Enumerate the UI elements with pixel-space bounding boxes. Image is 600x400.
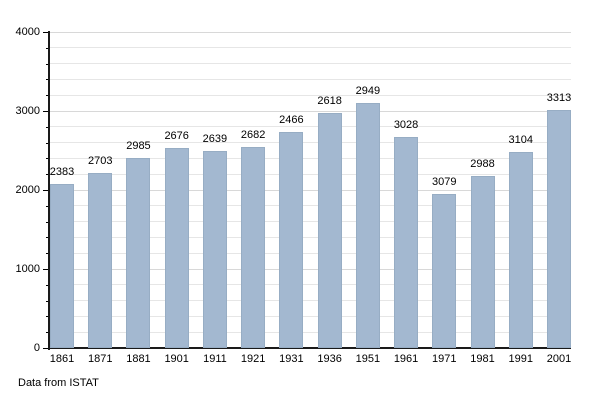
y-gridline (50, 315, 571, 317)
x-axis-tick-label: 1911 (203, 353, 227, 365)
y-gridline (50, 94, 571, 96)
x-axis-tick-label: 1931 (279, 353, 304, 365)
bar-1911 (202, 151, 227, 348)
bar-value-label: 3104 (508, 134, 533, 147)
y-gridline (50, 300, 571, 302)
y-major-tick (43, 269, 50, 270)
y-gridline (50, 142, 571, 144)
bar-value-label: 3028 (393, 119, 419, 132)
x-axis-tick-label: 1961 (393, 353, 419, 365)
y-axis-tick-label: 4000 (15, 25, 40, 38)
y-axis-line (48, 31, 50, 350)
bar-1901 (164, 148, 189, 348)
y-axis-tick-label: 3000 (15, 104, 40, 117)
y-axis-tick-label: 2000 (15, 183, 40, 196)
y-gridline (50, 78, 571, 80)
y-gridline (50, 268, 571, 270)
x-axis-tick-label: 1861 (49, 353, 75, 365)
y-gridline (50, 63, 571, 65)
y-gridline (50, 236, 571, 238)
x-axis-tick-label: 1936 (317, 353, 342, 365)
y-gridline (50, 205, 571, 207)
bar-value-label: 2618 (317, 94, 342, 107)
y-gridline (50, 252, 571, 254)
bar-value-label: 2682 (240, 129, 266, 142)
y-gridline (50, 173, 571, 175)
bar-value-label: 3313 (546, 92, 572, 105)
y-gridline (50, 221, 571, 223)
y-gridline (50, 331, 571, 333)
bar-1881 (126, 158, 151, 348)
y-gridline (50, 189, 571, 191)
y-axis-tick-label: 0 (33, 341, 40, 354)
y-gridline (50, 110, 571, 112)
x-axis-tick-label: 1921 (240, 353, 266, 365)
bar-1936 (317, 112, 342, 348)
bar-value-label: 2676 (164, 130, 189, 143)
bar-value-label: 2949 (355, 85, 381, 98)
y-axis-tick-label: 1000 (15, 262, 40, 275)
bar-value-label: 2985 (126, 140, 151, 152)
x-axis-line (48, 347, 571, 349)
y-gridline (50, 157, 571, 159)
x-axis-tick-label: 1871 (87, 353, 113, 365)
bar-1931 (279, 131, 304, 348)
bar-value-label: 2383 (49, 165, 75, 178)
bar-1921 (241, 147, 266, 348)
bar-1861 (50, 183, 74, 348)
y-gridline (50, 126, 571, 128)
chart-source-note: Data from ISTAT (18, 377, 99, 389)
bar-1871 (88, 173, 113, 348)
x-axis-tick-label: 1991 (508, 353, 533, 365)
x-axis-tick-label: 2001 (546, 353, 572, 365)
bar-value-label: 2703 (87, 155, 113, 168)
y-gridline (50, 47, 571, 49)
x-axis-tick-label: 1901 (164, 353, 189, 365)
x-axis-tick-label: 1881 (126, 353, 151, 365)
bar-value-label: 2466 (279, 113, 304, 126)
bar-1951 (355, 103, 380, 348)
bar-1971 (432, 194, 457, 348)
y-gridline (50, 31, 571, 33)
y-major-tick (43, 348, 50, 349)
y-major-tick (43, 32, 50, 33)
bar-value-label: 2988 (470, 157, 495, 170)
y-gridline (50, 284, 571, 286)
x-axis-tick-label: 1981 (470, 353, 495, 365)
bar-2001 (547, 110, 571, 348)
bar-value-label: 2639 (202, 133, 228, 146)
y-major-tick (43, 111, 50, 112)
bar-1991 (508, 152, 533, 348)
y-major-tick (43, 190, 50, 191)
bar-value-label: 3079 (432, 176, 457, 189)
bar-1961 (394, 137, 419, 348)
x-axis-tick-label: 1951 (355, 353, 381, 365)
bar-1981 (470, 175, 495, 348)
x-axis-tick-label: 1971 (432, 353, 457, 365)
